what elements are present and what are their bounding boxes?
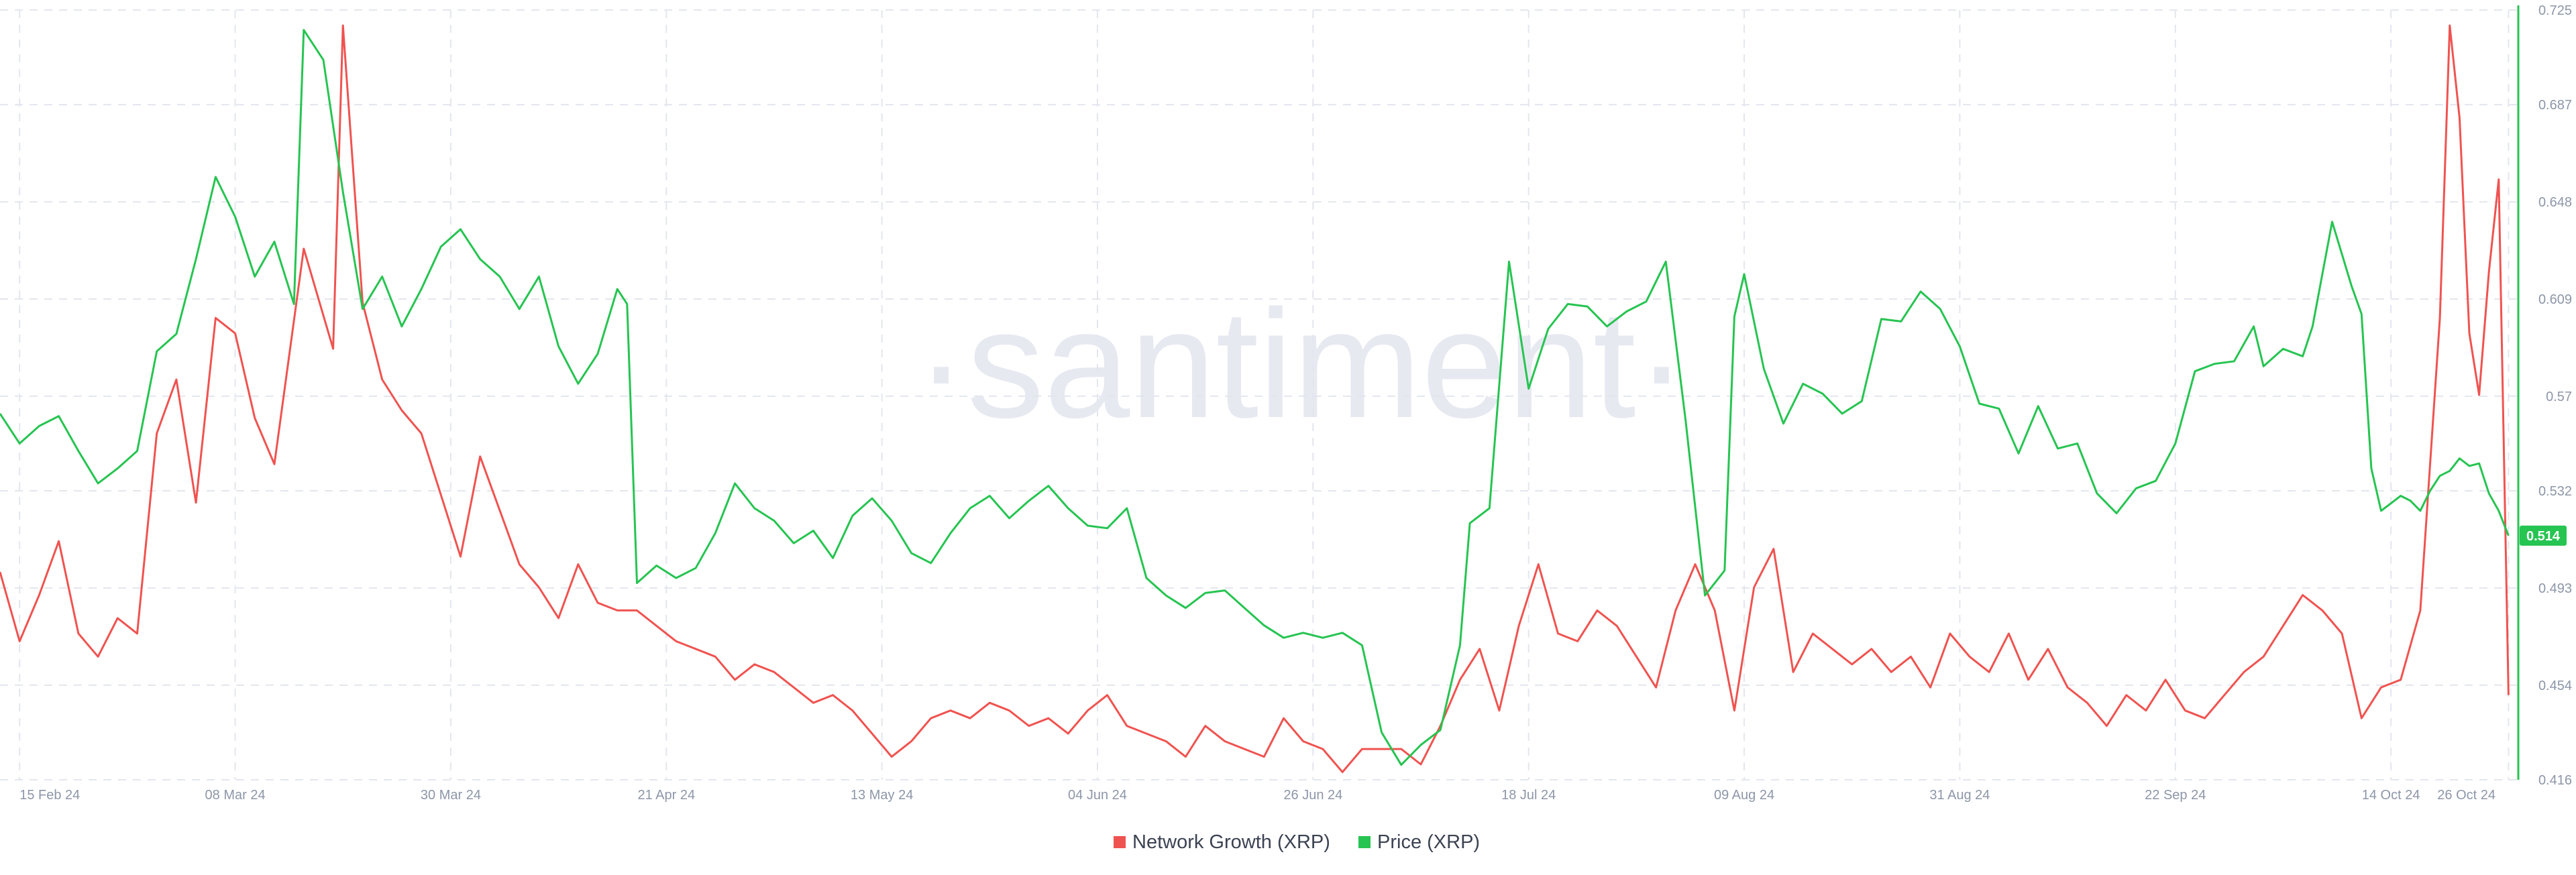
x-tick-label: 15 Feb 24 [19,788,80,803]
y-tick-label: 0.416 [2538,773,2572,788]
legend-network-growth-swatch [1114,836,1126,848]
x-tick-label: 30 Mar 24 [421,788,481,803]
price-series-line [0,29,2510,766]
legend-network-growth-label: Network Growth (XRP) [1132,831,1330,853]
x-tick-label: 21 Apr 24 [637,788,695,803]
y-axis-price: 0.416 0.454 0.493 0.532 0.57 0.609 0.648 0.687 0… [2517,3,2572,788]
x-tick-label: 08 Mar 24 [205,788,266,803]
y-tick-label: 0.493 [2538,581,2572,596]
y-tick-label: 0.454 [2538,679,2572,693]
x-tick-label: 13 May 24 [851,788,913,803]
series-layer [0,24,2510,773]
y-tick-label: 0.687 [2538,98,2572,113]
legend: Network Growth (XRP) Price (XRP) [1114,831,1480,853]
y-tick-label: 0.648 [2538,195,2572,210]
x-tick-label: 26 Jun 24 [1283,788,1342,803]
x-tick-label: 22 Sep 24 [2145,788,2206,803]
legend-price-swatch [1358,836,1371,848]
y-tick-label: 0.532 [2538,484,2572,499]
y-tick-label: 0.57 [2546,390,2572,404]
x-axis: 15 Feb 24 08 Mar 24 30 Mar 24 21 Apr 24 13 M… [19,788,2496,803]
x-tick-label: 04 Jun 24 [1068,788,1127,803]
current-price-badge-label: 0.514 [2526,529,2561,544]
network-growth-series-line [0,24,2510,773]
x-tick-label: 26 Oct 24 [2437,788,2496,803]
x-tick-label: 14 Oct 24 [2362,788,2420,803]
current-price-badge [2520,525,2567,546]
y-tick-label: 0.609 [2538,292,2572,307]
y-tick-label: 0.725 [2538,3,2572,18]
x-tick-label: 31 Aug 24 [1929,788,1990,803]
price-badge-layer: 0.514 [2520,525,2567,546]
grid-lines [0,9,2518,780]
x-tick-label: 18 Jul 24 [1501,788,1556,803]
x-tick-label: 09 Aug 24 [1714,788,1774,803]
santiment-watermark: ·santiment· [916,278,1687,450]
legend-price-label: Price (XRP) [1377,831,1480,853]
